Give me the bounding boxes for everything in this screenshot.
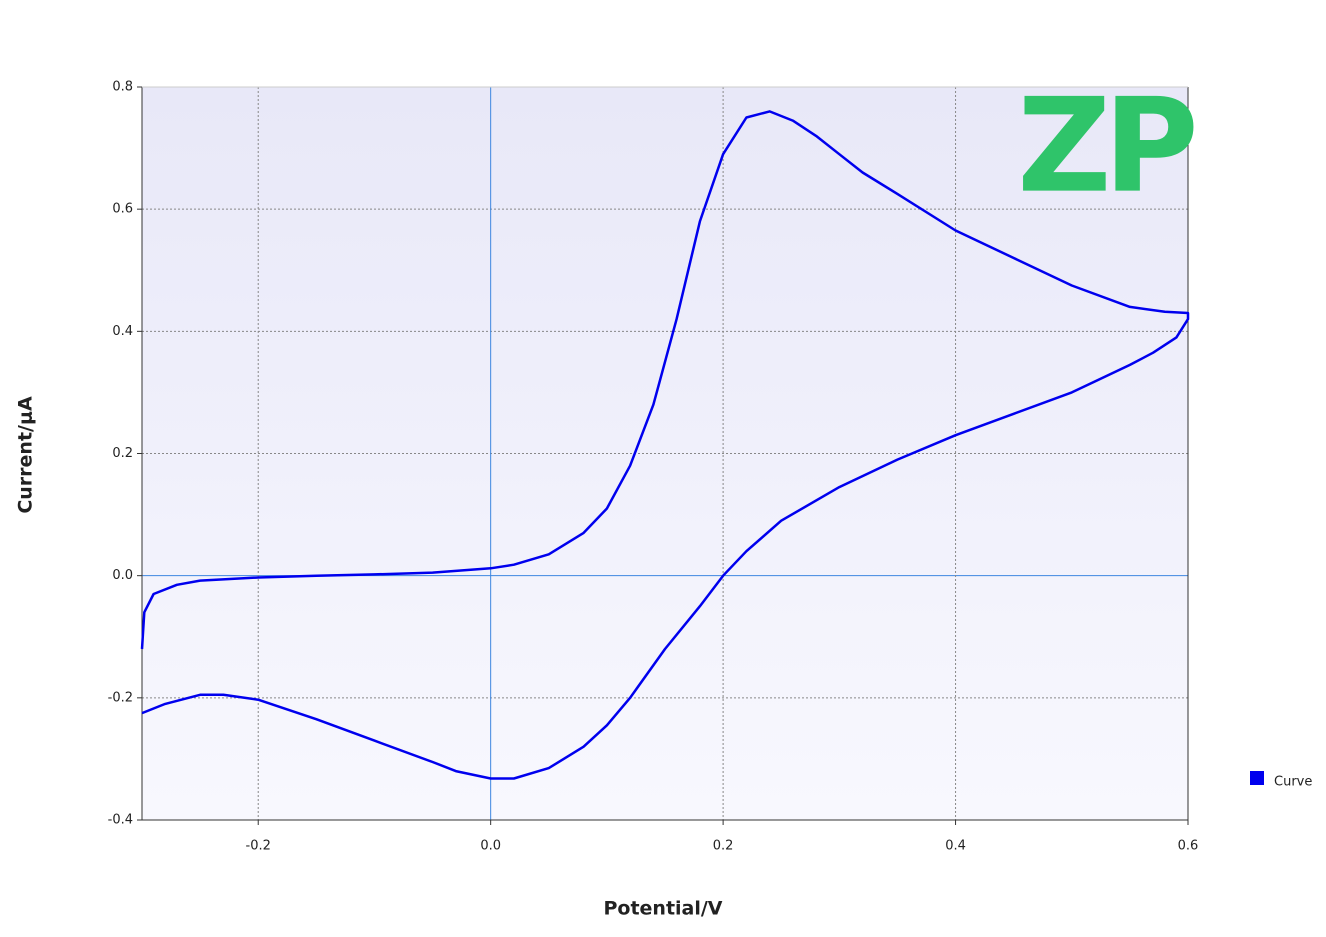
legend: Curve [1250, 771, 1312, 790]
y-tick-label: 0.2 [112, 446, 133, 461]
data-line [140, 110, 1190, 780]
y-tick-label: 0.8 [112, 80, 133, 95]
x-tick-label: 0.6 [1178, 839, 1199, 854]
plot-area [142, 87, 1188, 820]
legend-label: Curve [1274, 775, 1312, 790]
watermark: ZP [1017, 70, 1193, 222]
x-tick-label: 0.0 [480, 839, 501, 854]
x-tick-label: -0.2 [246, 839, 271, 854]
y-tick-label: 0.4 [112, 324, 133, 339]
x-tick-label: 0.4 [945, 839, 966, 854]
y-tick-label: 0.6 [112, 202, 133, 217]
y-tick-label: 0.0 [112, 568, 133, 583]
legend-swatch [1250, 771, 1264, 785]
y-tick-label: -0.2 [108, 690, 133, 705]
y-tick-label: -0.4 [108, 813, 133, 828]
plot [140, 110, 1190, 780]
x-axis-title: Potential/V [603, 898, 722, 920]
y-axis-title: Current/μA [15, 396, 37, 514]
grid [137, 86, 1189, 825]
x-tick-label: 0.2 [713, 839, 734, 854]
